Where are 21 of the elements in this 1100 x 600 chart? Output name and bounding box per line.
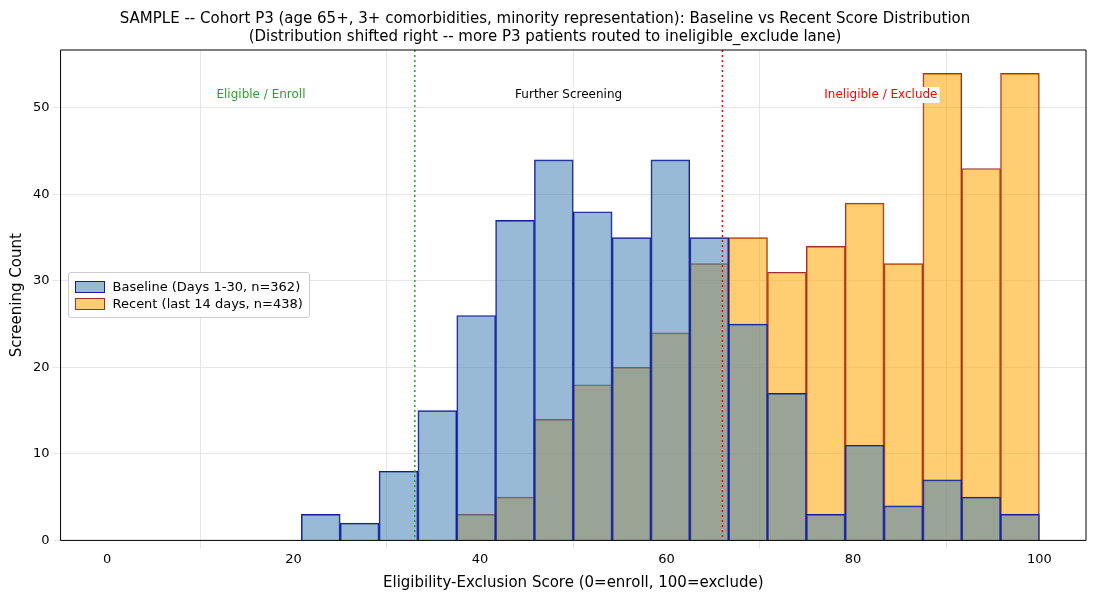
legend-label: Recent (last 14 days, n=438) — [112, 296, 303, 312]
annotation: Ineligible / Exclude — [824, 87, 938, 102]
x-tick-label: 0 — [103, 550, 112, 566]
x-axis-title: Eligibility-Exclusion Score (0=enroll, 100=exclude) — [383, 572, 764, 591]
y-tick-label: 50 — [33, 99, 50, 115]
y-tick-label: 10 — [33, 445, 50, 461]
x-tick-label: 40 — [471, 550, 489, 566]
annotation: Further Screening — [515, 87, 623, 102]
y-tick-label: 40 — [33, 185, 50, 201]
y-tick-label: 0 — [41, 531, 50, 547]
chart-subtitle: (Distribution shifted right -- more P3 patients routed to ineligible_exclude lane) — [248, 26, 842, 46]
chart-title: SAMPLE -- Cohort P3 (age 65+, 3+ comorbidities, minority representation): Baseline vs Recent Score Distribution — [119, 8, 971, 27]
x-tick-label: 80 — [844, 550, 862, 566]
y-axis-title: Screening Count — [6, 233, 25, 358]
y-tick-label: 30 — [33, 272, 50, 288]
x-tick-label: 100 — [1026, 550, 1052, 566]
annotation: Eligible / Enroll — [216, 87, 306, 102]
legend-label: Baseline (Days 1-30, n=362) — [112, 279, 301, 295]
x-tick-label: 20 — [285, 550, 302, 566]
x-tick-label: 60 — [658, 550, 675, 566]
y-tick-label: 20 — [33, 358, 50, 374]
